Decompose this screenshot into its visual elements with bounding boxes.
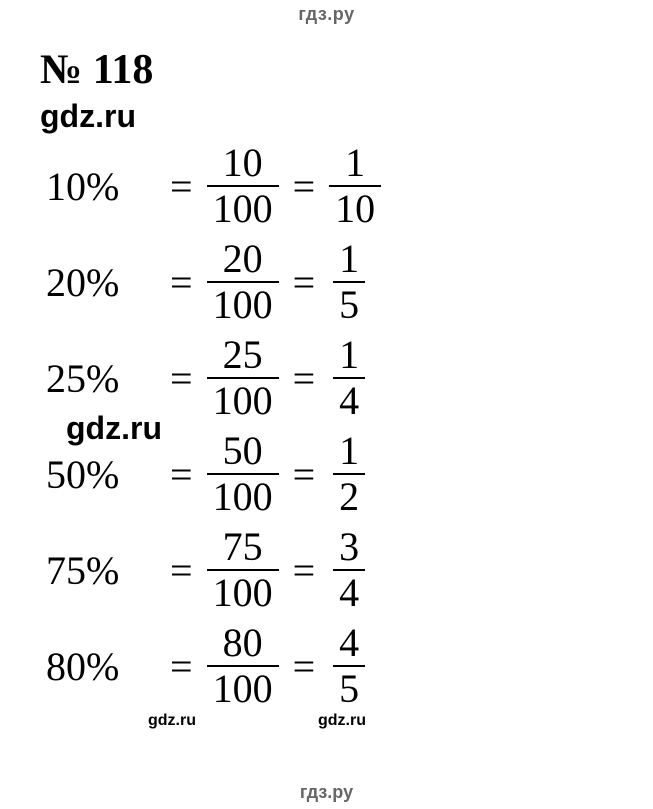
- page-footer: гдз.ру: [0, 782, 653, 803]
- denominator: 100: [207, 377, 279, 421]
- fraction-reduced: 1 5: [329, 239, 369, 325]
- fraction-reduced: 1 4: [329, 335, 369, 421]
- numerator: 10: [217, 143, 269, 185]
- percentage-value: 25%: [46, 355, 156, 402]
- equation-row: 50% = 50 100 = 1 2: [46, 426, 381, 522]
- equation-row: 20% = 20 100 = 1 5: [46, 234, 381, 330]
- fraction-hundredths: 10 100: [207, 143, 279, 229]
- denominator: 4: [333, 377, 365, 421]
- numerator: 1: [339, 143, 371, 185]
- equals-sign: =: [279, 451, 330, 498]
- denominator: 2: [333, 473, 365, 517]
- equals-sign: =: [279, 163, 330, 210]
- fraction-reduced: 1 10: [329, 143, 381, 229]
- equation-row: 75% = 75 100 = 3 4: [46, 522, 381, 618]
- percentage-value: 75%: [46, 547, 156, 594]
- page-header: гдз.ру: [0, 4, 653, 25]
- equals-sign: =: [156, 259, 207, 306]
- percentage-value: 80%: [46, 643, 156, 690]
- percentage-value: 50%: [46, 451, 156, 498]
- fraction-reduced: 1 2: [329, 431, 369, 517]
- numerator: 50: [217, 431, 269, 473]
- denominator: 5: [333, 281, 365, 325]
- numerator: 1: [333, 335, 365, 377]
- equals-sign: =: [156, 451, 207, 498]
- denominator: 100: [207, 569, 279, 613]
- fraction-hundredths: 80 100: [207, 623, 279, 709]
- equals-sign: =: [279, 643, 330, 690]
- percentage-value: 10%: [46, 163, 156, 210]
- equals-sign: =: [279, 259, 330, 306]
- numerator: 4: [333, 623, 365, 665]
- numerator: 75: [217, 527, 269, 569]
- numerator: 25: [217, 335, 269, 377]
- fraction-hundredths: 75 100: [207, 527, 279, 613]
- equals-sign: =: [279, 547, 330, 594]
- denominator: 100: [207, 665, 279, 709]
- equals-sign: =: [156, 643, 207, 690]
- problem-number-title: № 118: [40, 46, 153, 94]
- denominator: 5: [333, 665, 365, 709]
- denominator: 100: [207, 281, 279, 325]
- numerator: 3: [333, 527, 365, 569]
- numerator: 20: [217, 239, 269, 281]
- fraction-reduced: 4 5: [329, 623, 369, 709]
- numerator: 80: [217, 623, 269, 665]
- fraction-hundredths: 20 100: [207, 239, 279, 325]
- denominator: 10: [329, 185, 381, 229]
- equals-sign: =: [156, 163, 207, 210]
- fraction-hundredths: 50 100: [207, 431, 279, 517]
- fraction-hundredths: 25 100: [207, 335, 279, 421]
- equals-sign: =: [279, 355, 330, 402]
- equation-row: 10% = 10 100 = 1 10: [46, 138, 381, 234]
- equations-block: 10% = 10 100 = 1 10 20% = 20 100 = 1 5 2…: [46, 138, 381, 714]
- watermark-bottom-right: gdz.ru: [318, 712, 366, 730]
- watermark-top: gdz.ru: [40, 98, 136, 135]
- equation-row: 80% = 80 100 = 4 5: [46, 618, 381, 714]
- numerator: 1: [333, 239, 365, 281]
- percentage-value: 20%: [46, 259, 156, 306]
- equals-sign: =: [156, 355, 207, 402]
- watermark-bottom-left: gdz.ru: [148, 712, 196, 730]
- denominator: 100: [207, 185, 279, 229]
- denominator: 100: [207, 473, 279, 517]
- numerator: 1: [333, 431, 365, 473]
- equation-row: 25% = 25 100 = 1 4: [46, 330, 381, 426]
- equals-sign: =: [156, 547, 207, 594]
- fraction-reduced: 3 4: [329, 527, 369, 613]
- denominator: 4: [333, 569, 365, 613]
